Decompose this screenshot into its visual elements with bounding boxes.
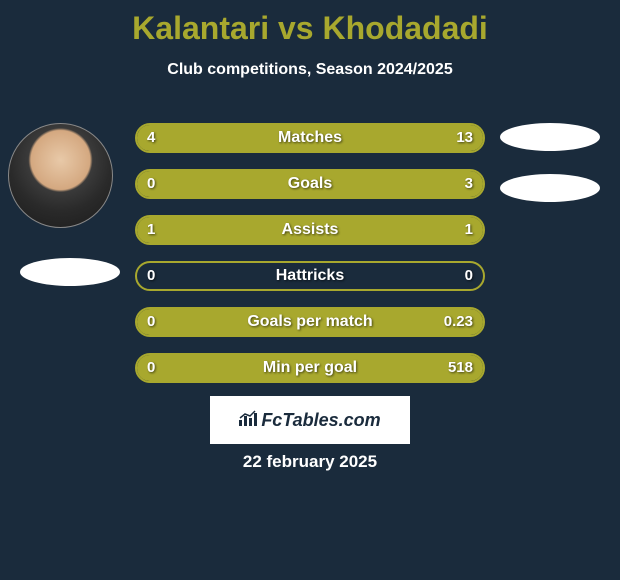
date-label: 22 february 2025: [0, 452, 620, 472]
stat-label: Hattricks: [137, 263, 483, 289]
stat-row: 1Assists1: [135, 215, 485, 245]
player-right-club-badge: [500, 174, 600, 202]
stat-row: 0Min per goal518: [135, 353, 485, 383]
stat-value-right: 0: [465, 263, 473, 289]
stat-row: 0Goals3: [135, 169, 485, 199]
stat-value-right: 518: [448, 355, 473, 381]
stats-container: 4Matches130Goals31Assists10Hattricks00Go…: [135, 123, 485, 399]
stat-row: 0Hattricks0: [135, 261, 485, 291]
player-left-avatar: [8, 123, 113, 228]
stat-value-right: 1: [465, 217, 473, 243]
stat-label: Goals per match: [137, 309, 483, 335]
stat-value-right: 0.23: [444, 309, 473, 335]
stat-row: 0Goals per match0.23: [135, 307, 485, 337]
stat-value-right: 13: [456, 125, 473, 151]
stat-value-right: 3: [465, 171, 473, 197]
stat-label: Min per goal: [137, 355, 483, 381]
chart-icon: [239, 410, 257, 431]
stat-label: Matches: [137, 125, 483, 151]
logo-text: FcTables.com: [261, 410, 380, 431]
page-title: Kalantari vs Khodadadi: [0, 0, 620, 47]
fctables-logo: FcTables.com: [210, 396, 410, 444]
player-right-avatar: [500, 123, 600, 151]
page-subtitle: Club competitions, Season 2024/2025: [0, 61, 620, 79]
stat-label: Assists: [137, 217, 483, 243]
player-left-club-badge: [20, 258, 120, 286]
stat-label: Goals: [137, 171, 483, 197]
stat-row: 4Matches13: [135, 123, 485, 153]
